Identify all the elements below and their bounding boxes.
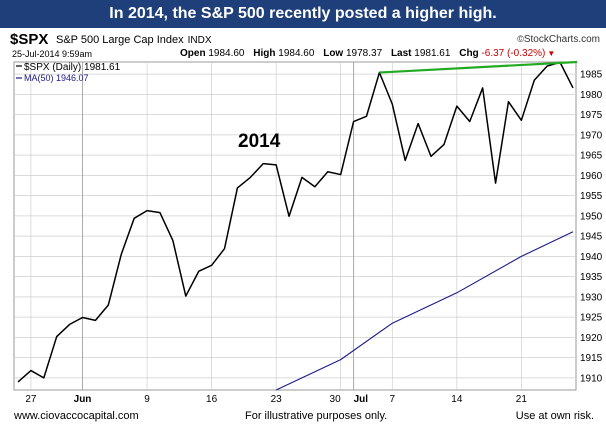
copyright-mark: © bbox=[517, 34, 524, 44]
y-tick-label: 1910 bbox=[580, 373, 603, 384]
footer-disclaimer: For illustrative purposes only. bbox=[245, 410, 388, 422]
y-tick-label: 1955 bbox=[580, 191, 603, 202]
y-tick-label: 1940 bbox=[580, 252, 603, 263]
quote-bar: Open 1984.60 High 1984.60 Low 1978.37 La… bbox=[180, 48, 555, 59]
x-tick-label: 14 bbox=[451, 394, 463, 405]
legend-price-label: $SPX (Daily) 1981.61 bbox=[24, 62, 121, 73]
higher-high-trendline bbox=[379, 60, 578, 74]
y-tick-label: 1935 bbox=[580, 272, 603, 283]
x-tick-label: 9 bbox=[144, 394, 150, 405]
legend: $SPX (Daily) 1981.61 MA(50) 1946.07 bbox=[16, 62, 121, 83]
exchange-code: INDX bbox=[187, 35, 212, 46]
chart-title-banner: In 2014, the S&P 500 recently posted a h… bbox=[0, 0, 606, 28]
y-tick-label: 1915 bbox=[580, 353, 603, 364]
y-axis: 1910 1915 1920 1925 1930 1935 1940 1945 1950 1955… bbox=[580, 70, 603, 385]
x-tick-label: 30 bbox=[330, 394, 342, 405]
quote-date: 25-Jul-2014 9:59am bbox=[12, 49, 93, 59]
footer-risk-note: Use at own risk. bbox=[515, 410, 594, 422]
index-full-name: S&P 500 Large Cap Index bbox=[56, 34, 184, 46]
x-tick-label: Jul bbox=[354, 394, 369, 405]
legend-ma-label: MA(50) 1946.07 bbox=[24, 73, 89, 83]
footer-website: www.ciovaccocapital.com bbox=[14, 410, 139, 422]
y-tick-label: 1980 bbox=[580, 90, 603, 101]
price-line bbox=[17, 61, 574, 383]
ticker-symbol: $SPX bbox=[10, 31, 49, 48]
logo-text: StockCharts.com bbox=[523, 34, 600, 45]
last-label: Last bbox=[390, 48, 412, 59]
open-value: 1984.60 bbox=[208, 48, 245, 59]
plot-area bbox=[13, 61, 577, 391]
chg-label: Chg bbox=[459, 48, 479, 59]
high-value: 1984.60 bbox=[278, 48, 315, 59]
year-annotation: 2014 bbox=[238, 131, 281, 152]
x-tick-label: Jun bbox=[74, 394, 92, 405]
y-tick-label: 1950 bbox=[580, 211, 603, 222]
x-tick-label: 16 bbox=[206, 394, 218, 405]
x-tick-label: 21 bbox=[516, 394, 528, 405]
y-tick-label: 1930 bbox=[580, 292, 603, 303]
y-tick-label: 1965 bbox=[580, 151, 603, 162]
high-label: High bbox=[253, 48, 276, 59]
x-tick-label: 23 bbox=[271, 394, 283, 405]
down-triangle-icon: ▼ bbox=[547, 49, 556, 58]
y-tick-label: 1985 bbox=[580, 70, 603, 81]
x-tick-label: 7 bbox=[390, 394, 396, 405]
low-label: Low bbox=[323, 48, 344, 59]
y-tick-label: 1925 bbox=[580, 313, 603, 324]
gridlines bbox=[14, 62, 576, 390]
ma50-line bbox=[275, 231, 574, 391]
index-name: S&P 500 Large Cap Index INDX bbox=[56, 34, 212, 46]
x-axis: 27 Jun 9 16 23 30 Jul 7 14 21 bbox=[25, 394, 527, 405]
open-label: Open bbox=[180, 48, 206, 59]
series-layer bbox=[17, 60, 578, 391]
y-tick-label: 1945 bbox=[580, 232, 603, 243]
chg-value: -6.37 (-0.32%) bbox=[481, 48, 546, 59]
last-value: 1981.61 bbox=[414, 48, 451, 59]
y-tick-label: 1975 bbox=[580, 110, 603, 121]
stockcharts-logo: ©StockCharts.com bbox=[517, 34, 600, 45]
y-tick-label: 1920 bbox=[580, 333, 603, 344]
y-tick-label: 1960 bbox=[580, 171, 603, 182]
y-tick-label: 1970 bbox=[580, 130, 603, 141]
low-value: 1978.37 bbox=[346, 48, 383, 59]
x-tick-label: 27 bbox=[25, 394, 37, 405]
